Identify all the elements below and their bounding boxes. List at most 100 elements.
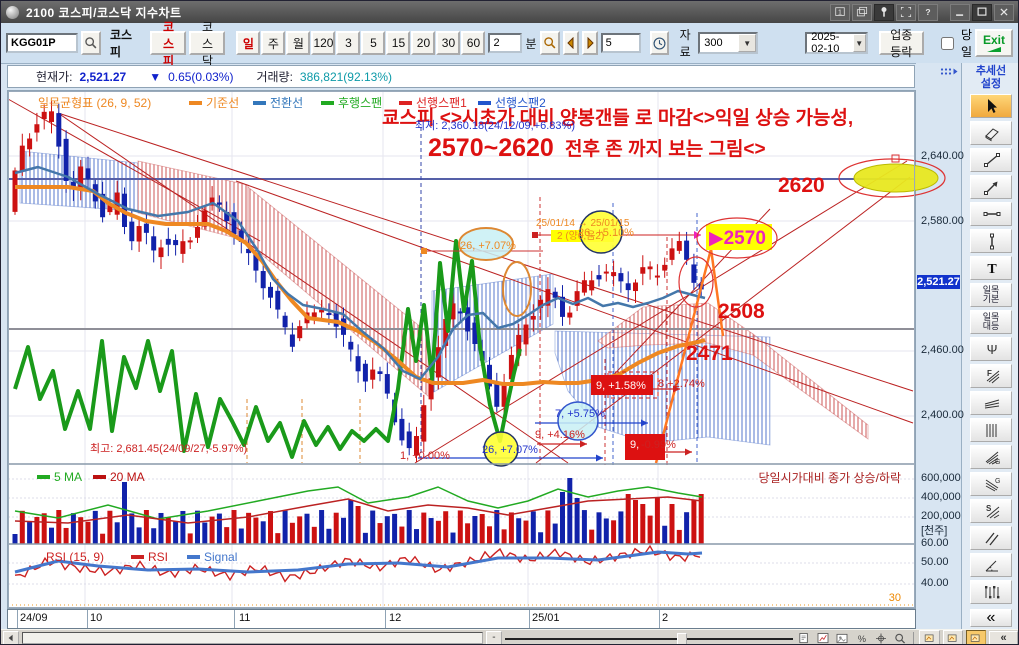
period-button-주[interactable]: 주 [261,31,286,55]
ichimoku-parity-tool[interactable]: 일목 대등 [970,310,1012,335]
parallel-lines-tool[interactable] [970,526,1012,551]
angle-tool[interactable] [970,553,1012,578]
min-icon [956,14,964,16]
svg-text:최저: 2,360.18(24/12/09,+6.83%): 최저: 2,360.18(24/12/09,+6.83%) [415,119,575,132]
data-count-label: 자료 [679,28,691,59]
svg-text:F: F [987,369,992,378]
price-axis: 2,640.00 2,580.00 2,460.00 2,400.00 600,000 4… [916,63,964,629]
date-tick: 11 [239,612,251,624]
zoom-out-button[interactable]: - [486,631,502,644]
horizontal-segment-tool[interactable] [970,202,1012,227]
percent-scale-icon[interactable]: % [853,631,869,644]
exit-button[interactable]: Exit [974,29,1013,57]
date-tick: 2 [662,612,669,624]
zoom-icon[interactable] [892,631,908,644]
text-tool[interactable]: T [970,256,1012,281]
win-help-button[interactable]: ? [918,3,938,21]
minute-label: 분 [525,36,537,51]
chart-scrollbar[interactable] [22,632,484,644]
today-checkbox[interactable] [940,36,954,50]
win-pin-button[interactable] [874,3,894,21]
win-expand-button[interactable] [896,3,916,21]
crosshair-icon[interactable] [873,631,889,644]
win-layout1-button[interactable]: 1 [830,3,850,21]
axis-separator [234,610,235,628]
period-button-5[interactable]: 5 [361,31,386,55]
today-checkbox-group: 당일 [937,26,972,60]
slider-thumb[interactable] [677,632,688,644]
trendline-tool[interactable] [970,148,1012,173]
cursor-tool[interactable] [970,94,1012,119]
vertical-grid-tool[interactable] [970,418,1012,443]
vlines-icon [986,424,997,438]
zoom-slider[interactable] [504,632,793,644]
panel-layout2-button[interactable] [942,630,963,644]
pane-grip-icon[interactable] [939,67,959,80]
svg-text:전환선: 전환선 [270,96,303,110]
data-count-select[interactable]: 300 ▼ [698,32,759,54]
svg-text:Signal: Signal [204,550,237,564]
period-button-30[interactable]: 30 [436,31,461,55]
ffan-icon: F [986,369,1000,384]
period-button-3[interactable]: 3 [336,31,361,55]
new-chart-icon[interactable] [796,631,812,644]
sector-updown-button[interactable]: 업종등락 [878,28,924,59]
gann-fan-reverse-tool[interactable]: G [970,472,1012,497]
interval-input[interactable] [600,33,641,53]
period-button-20[interactable]: 20 [411,31,436,55]
scroll-left-button[interactable] [3,630,20,644]
vertical-segment-tool[interactable] [970,229,1012,254]
win-close-button[interactable] [994,3,1014,21]
eraser-tool[interactable] [970,121,1012,146]
arrow-line-tool[interactable] [970,175,1012,200]
collapse-toolbar-button[interactable]: « [970,609,1012,627]
period-button-일[interactable]: 일 [236,31,261,55]
panel-layout1-button[interactable] [919,630,940,644]
time-button[interactable] [649,31,669,55]
next-button[interactable] [581,31,598,55]
pitchfork-tool[interactable]: Ψ [970,337,1012,362]
period-button-월[interactable]: 월 [286,31,311,55]
svg-text:G: G [995,459,1000,466]
market-kospi-button[interactable]: 코스피 [150,20,187,68]
chart-area[interactable]: 쿄스피 <>시초가 대비 양봉갠들 로 마감<>익일 상승 가능성, 2570~2… [7,90,946,609]
date-select[interactable]: 2025-02-10 ▼ [805,31,868,55]
speed-lines-tool[interactable] [970,391,1012,416]
panel-layout3-button[interactable] [965,630,987,644]
gann-fan-tool[interactable]: G [970,445,1012,470]
period-button-15[interactable]: 15 [386,31,411,55]
win-maximize-button[interactable] [972,3,992,21]
period-button-120[interactable]: 120 [311,31,336,55]
chart-canvas[interactable]: 쿄스피 <>시초가 대비 양봉갠들 로 마감<>익일 상승 가능성, 2570~2… [7,91,946,608]
svg-text:일목균형표 (26, 9, 52): 일목균형표 (26, 9, 52) [38,96,151,110]
prev-button[interactable] [562,31,579,55]
fibonacci-fan-tool[interactable]: F [970,364,1012,389]
search-icon [85,37,97,49]
win-minimize-button[interactable] [950,3,970,21]
window-title: 2100 코스피/코스닥 지수차트 [26,5,182,20]
zoom-button[interactable] [539,31,560,55]
chart-copy-icon[interactable] [815,631,831,644]
price-axis-label: 200,000 [921,510,961,522]
svg-text:2570~2620: 2570~2620 [428,134,554,162]
search-icon [543,37,555,49]
collapse-status-button[interactable]: « [989,630,1018,644]
speed-fan-tool[interactable]: S [970,499,1012,524]
market-kosdaq-button[interactable]: 코스닥 [189,20,226,68]
slider-track [504,637,793,640]
pitchfork-icon: Ψ [987,342,998,357]
win-cascade-button[interactable] [852,3,872,21]
eraser-icon [985,128,999,142]
ichimoku-basic-tool[interactable]: 일목 기본 [970,283,1012,308]
price-axis-label: 2,580.00 [921,215,964,227]
symbol-code-input[interactable] [6,33,78,53]
price-axis-label: 400,000 [921,491,961,503]
save-image-icon[interactable] [834,631,850,644]
svg-text:9,: 9, [630,439,639,451]
arrowline-icon [984,181,998,196]
period-button-60[interactable]: 60 [461,31,486,55]
axis-separator [17,610,18,628]
symbol-search-button[interactable] [81,31,101,55]
minute-input[interactable] [488,33,523,53]
cycle-lines-tool[interactable] [970,580,1012,605]
